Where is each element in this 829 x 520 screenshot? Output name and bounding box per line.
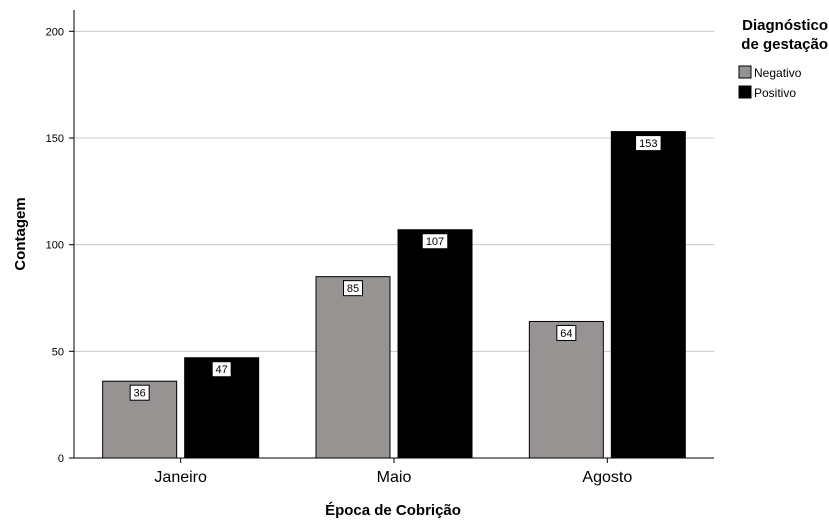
legend-label-negativo: Negativo [754,66,802,80]
x-tick-label-maio: Maio [377,469,412,486]
y-tick-label-0: 0 [58,453,64,465]
data-labels: 36 47 85 107 64 153 [129,135,662,401]
x-axis-title: Época de Cobrição [325,502,461,519]
data-label-box-janeiro-positivo [211,361,232,378]
data-label-maio-negativo: 85 [347,283,359,295]
data-label-box-maio-negativo [343,280,363,297]
bars [102,131,686,459]
data-label-maio-positivo: 107 [426,236,444,248]
x-ticks: Janeiro Maio Agosto [154,458,632,486]
legend-swatch-negativo [738,65,752,79]
y-axis-title: Contagem [12,197,29,270]
y-tick-label-150: 150 [46,133,64,145]
legend-swatch-positivo [738,85,752,99]
data-label-agosto-positivo: 153 [639,138,657,150]
bar-agosto-positivo [610,131,686,459]
data-label-box-agosto-positivo [635,135,662,152]
x-tick-label-janeiro: Janeiro [154,469,207,486]
y-tick-label-50: 50 [52,346,64,358]
x-tick-label-agosto: Agosto [582,469,632,486]
legend-title-line-1: Diagnóstico [742,17,828,34]
data-label-agosto-negativo: 64 [560,328,572,340]
gridlines [74,30,714,352]
data-label-box-janeiro-negativo [129,384,150,401]
legend-label-positivo: Positivo [754,86,796,100]
y-tick-label-200: 200 [46,26,64,38]
bar-agosto-negativo [528,320,604,459]
bar-maio-positivo [397,229,473,459]
legend: Diagnóstico de gestação Negativo Positivo [738,17,828,100]
data-label-box-agosto-negativo [556,324,577,341]
legend-title-line-2: de gestação [741,36,828,53]
bar-maio-negativo [315,276,391,459]
data-label-box-maio-positivo [421,233,449,250]
y-ticks: 0 50 100 150 200 [46,26,74,465]
y-tick-label-100: 100 [46,240,64,252]
data-label-janeiro-negativo: 36 [134,388,146,400]
data-label-janeiro-positivo: 47 [216,364,228,376]
